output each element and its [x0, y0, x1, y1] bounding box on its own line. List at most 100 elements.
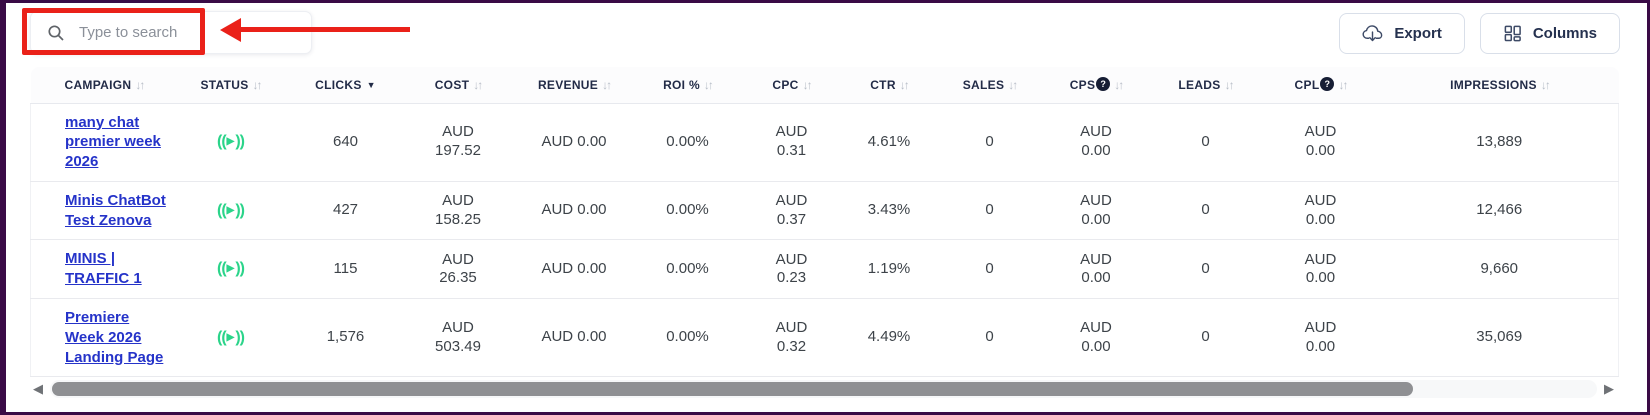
column-header-sales[interactable]: SALES ↓↑ — [937, 67, 1042, 104]
scroll-right-icon[interactable]: ▶ — [1604, 381, 1614, 396]
scrollbar-track[interactable] — [50, 380, 1597, 398]
cell-value: AUD 0.00 — [541, 328, 607, 346]
status-cell: ((▶)) — [171, 181, 291, 240]
toolbar: Export Columns — [6, 3, 1647, 65]
cell-value: 0 — [1201, 201, 1210, 219]
column-header-revenue[interactable]: REVENUE ↓↑ — [515, 67, 633, 104]
revenue-cell: AUD 0.00 — [516, 240, 633, 299]
cost-cell: AUD 26.35 — [401, 240, 516, 299]
column-header-clicks[interactable]: CLICKS ▼ — [290, 67, 401, 104]
table-header-row: CAMPAIGN ↓↑ STATUS ↓↑ CLICKS ▼ COST ↓↑ REVENUE ↓↑… — [30, 67, 1619, 104]
sort-icon[interactable]: ↓↑ — [703, 77, 714, 92]
clicks-cell: 640 — [291, 103, 401, 181]
cell-value: 640 — [332, 132, 359, 150]
column-header-cost[interactable]: COST ↓↑ — [400, 67, 516, 104]
cell-value: 13,889 — [1476, 132, 1523, 150]
column-header-cpl[interactable]: CPL? ↓↑ — [1260, 67, 1381, 104]
roi-cell: 0.00% — [633, 181, 743, 240]
status-cell: ((▶)) — [171, 103, 291, 181]
column-header-leads[interactable]: LEADS ↓↑ — [1150, 67, 1261, 104]
column-header-campaign[interactable]: CAMPAIGN ↓↑ — [30, 67, 171, 104]
column-header-impressions[interactable]: IMPRESSIONS ↓↑ — [1380, 67, 1619, 104]
sort-icon[interactable]: ↓↑ — [1114, 78, 1124, 93]
cps-cell: AUD 0.00 — [1042, 299, 1151, 377]
cell-value: 115 — [333, 259, 358, 277]
cell-value: 0 — [1201, 132, 1210, 150]
campaign-link[interactable]: Premiere Week 2026 Landing Page — [65, 309, 164, 366]
column-header-label: IMPRESSIONS — [1450, 77, 1537, 92]
column-header-cpc[interactable]: CPC ↓↑ — [742, 67, 841, 104]
sort-icon[interactable]: ↓↑ — [1540, 77, 1551, 92]
cell-value: 0.00% — [666, 201, 709, 219]
sort-icon[interactable]: ↓↑ — [1224, 77, 1235, 92]
impressions-cell: 35,069 — [1381, 299, 1619, 377]
column-header-label: CAMPAIGN — [64, 77, 132, 92]
column-header-status[interactable]: STATUS ↓↑ — [170, 67, 291, 104]
sort-icon[interactable]: ↓↑ — [473, 77, 483, 92]
sort-icon[interactable]: ↓↑ — [802, 77, 813, 92]
column-header-roi[interactable]: ROI % ↓↑ — [632, 67, 743, 104]
help-icon[interactable]: ? — [1096, 77, 1111, 92]
impressions-cell: 12,466 — [1381, 181, 1619, 240]
roi-cell: 0.00% — [633, 240, 743, 299]
cell-value: AUD 0.00 — [1304, 319, 1337, 355]
help-icon[interactable]: ? — [1320, 77, 1335, 92]
status-active-icon: ((▶)) — [216, 328, 245, 346]
search-icon — [48, 24, 64, 41]
column-header-label: LEADS — [1178, 77, 1221, 92]
table-row: Premiere Week 2026 Landing Page ((▶)) 1,57… — [30, 299, 1619, 377]
sort-icon[interactable]: ↓↑ — [899, 77, 910, 92]
cell-value: AUD 0.00 — [1080, 191, 1112, 228]
scrollbar-thumb[interactable] — [52, 382, 1414, 396]
toolbar-buttons: Export Columns — [1339, 13, 1620, 54]
leads-cell: 0 — [1151, 103, 1261, 181]
cpl-cell: AUD 0.00 — [1261, 181, 1381, 240]
campaign-link[interactable]: MINIS | TRAFFIC 1 — [65, 250, 142, 288]
ctr-cell: 3.43% — [841, 181, 938, 240]
revenue-cell: AUD 0.00 — [516, 181, 633, 240]
sort-icon[interactable]: ↓↑ — [135, 77, 145, 92]
sort-icon[interactable]: ↓↑ — [1008, 77, 1018, 92]
column-header-ctr[interactable]: CTR ↓↑ — [840, 67, 938, 104]
cell-value: 1,576 — [326, 328, 365, 346]
cell-value: AUD 0.00 — [1080, 250, 1112, 287]
cpl-cell: AUD 0.00 — [1261, 240, 1381, 299]
status-active-icon: ((▶)) — [216, 201, 245, 219]
cell-value: 0 — [985, 328, 994, 346]
horizontal-scrollbar[interactable]: ◀ ▶ — [30, 380, 1617, 398]
scroll-left-icon[interactable]: ◀ — [33, 381, 43, 396]
columns-grid-icon — [1504, 25, 1521, 42]
cell-value: AUD 0.23 — [775, 250, 808, 287]
column-header-label: CPL — [1294, 78, 1320, 93]
column-header-cps[interactable]: CPS? ↓↑ — [1041, 67, 1151, 104]
cell-value: 12,466 — [1476, 201, 1523, 219]
sales-cell: 0 — [938, 103, 1042, 181]
impressions-cell: 9,660 — [1381, 240, 1619, 299]
sales-cell: 0 — [938, 240, 1042, 299]
cell-value: AUD 503.49 — [435, 319, 481, 355]
cell-value: 4.49% — [867, 328, 911, 346]
columns-button[interactable]: Columns — [1479, 13, 1620, 54]
campaign-analytics-page: Export Columns CAMPAIGN↓↑STATUS↓↑CLICKS▼… — [6, 3, 1647, 412]
campaign-link[interactable]: many chat premier week 2026 — [65, 113, 161, 171]
export-button[interactable]: Export — [1339, 13, 1465, 54]
sort-icon[interactable]: ↓↑ — [1338, 78, 1348, 93]
cell-value: AUD 158.25 — [435, 191, 481, 228]
clicks-cell: 115 — [291, 240, 401, 299]
status-cell: ((▶)) — [171, 240, 291, 299]
sort-desc-icon[interactable]: ▼ — [366, 79, 376, 90]
cps-cell: AUD 0.00 — [1042, 103, 1151, 181]
sort-icon[interactable]: ↓↑ — [602, 77, 612, 92]
sort-icon[interactable]: ↓↑ — [252, 77, 263, 92]
leads-cell: 0 — [1151, 181, 1261, 240]
cell-value: AUD 0.31 — [775, 123, 808, 160]
search-input[interactable] — [79, 24, 299, 41]
search-box[interactable] — [30, 11, 312, 54]
cell-value: 0 — [985, 132, 994, 150]
cell-value: 4.61% — [867, 132, 911, 150]
column-header-label: CPS — [1069, 78, 1096, 93]
cpc-cell: AUD 0.37 — [743, 181, 841, 240]
revenue-cell: AUD 0.00 — [516, 103, 633, 181]
cps-cell: AUD 0.00 — [1042, 240, 1151, 299]
campaign-link[interactable]: Minis ChatBot Test Zenova — [65, 191, 166, 229]
